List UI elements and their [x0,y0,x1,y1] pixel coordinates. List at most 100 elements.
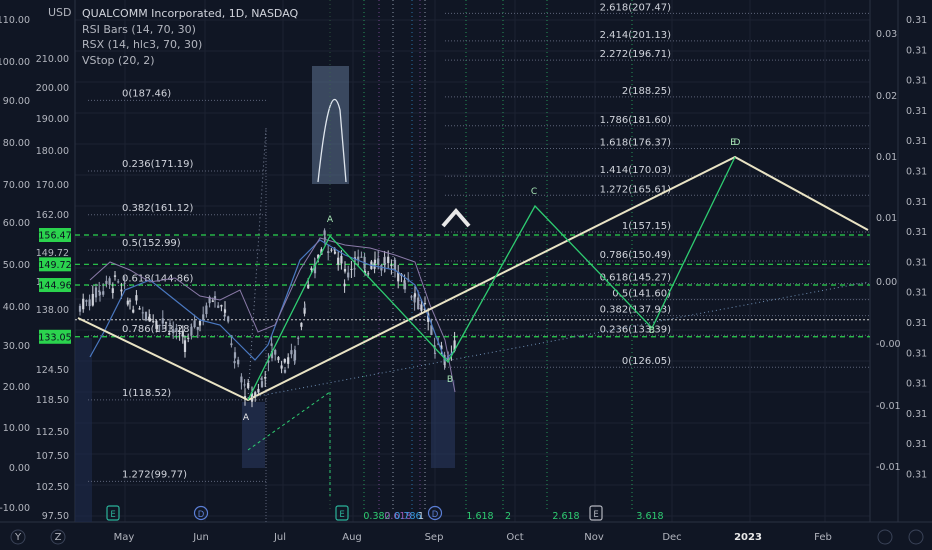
candle-body [360,256,363,258]
indicator-rsx[interactable]: RSX (14, hlc3, 70, 30) [82,38,203,51]
candle-body [88,299,91,307]
candle-body [393,259,397,271]
price-tag [39,278,71,293]
candle-body [267,360,270,363]
right-extra-tick: 0.31 [906,348,927,359]
fib-level-label: 0.236(171.19) [122,159,194,170]
candle-body [357,256,360,261]
candle-body [440,345,443,350]
price-axis-tick: 97.50 [42,511,69,522]
candle-body [303,307,306,314]
candle-body [433,352,437,354]
candle-body [94,287,98,298]
candle-body [230,343,233,346]
indicator-axis-tick: 50.00 [3,260,30,271]
indicator-axis-tick: 0.00 [9,463,30,474]
event-marker-label: E [110,510,115,520]
candle-body [390,264,393,267]
candle-body [283,369,287,373]
price-axis-tick: 210.00 [36,54,69,65]
fib-ext-label: 0.618(145.27) [600,273,672,284]
candle-body [172,329,175,334]
sine-wave-curve [317,98,347,183]
candle-body [155,320,158,329]
indicator-axis-tick: 20.00 [3,382,30,393]
price-axis-tick: 200.00 [36,83,69,94]
event-marker-dividend-icon [193,505,209,521]
time-axis-tick: Dec [662,532,681,543]
candle-body [423,303,427,305]
event-marker-label: D [432,510,439,520]
candle-body [430,325,433,335]
indicator-rsi-bars[interactable]: RSI Bars (14, 70, 30) [82,22,196,36]
candle-body [233,352,237,358]
price-tag [39,228,71,242]
candle-body [152,321,155,323]
price-axis-tick: 107.50 [36,451,69,462]
candle-body [323,230,326,236]
right-extra-tick: 0.31 [906,470,927,481]
candle-body [181,330,184,337]
fib-ext-label: 1.786(181.60) [600,115,672,126]
event-marker-dividend-icon [427,505,443,521]
candle-body [363,270,367,274]
price-axis-tick: 180.00 [36,146,69,157]
candle-body [283,359,286,363]
candle-body [264,376,267,379]
right-extra-tick: 0.31 [906,439,927,450]
price-axis-tick: 190.00 [36,114,69,125]
fib-ext-label: 0.786(150.49) [600,250,672,261]
right-extra-tick: 0.31 [906,227,927,238]
candle-body [82,298,85,310]
candle-body [377,258,380,265]
chart-title: QUALCOMM Incorporated, 1D, NASDAQ [82,7,299,20]
candle-body [277,357,280,361]
candle-body [161,318,164,324]
fib-ext-label: 2.414(201.13) [600,30,672,41]
time-axis-tick: Jul [273,532,286,543]
currency-label: USD [48,6,72,19]
candle-body [343,268,347,272]
fib-ext-label: 1.272(165.61) [600,184,672,195]
candle-body [198,320,202,326]
candle-body [223,309,227,313]
wave-label: D [734,138,741,148]
wave-label: B [447,375,453,385]
candle-body [307,284,310,289]
elliott-zigzag [247,156,736,401]
candle-body [217,305,220,308]
indicator-vstop[interactable]: VStop (20, 2) [82,53,155,67]
indicator-axis-tick: 110.00 [0,15,30,26]
candle-body [141,312,144,314]
candle-body [168,333,171,335]
right-extra-tick: 0.31 [906,45,927,56]
candle-body [202,314,205,321]
indicator-axis-tick: 80.00 [3,138,30,149]
fib-ext-label: 2.618(207.47) [600,2,672,13]
candle-body [111,288,114,294]
fib-time-label: 2 [505,511,511,522]
indicator-axis-tick: 90.00 [3,96,30,107]
candle-body [220,304,223,307]
fib-level-label: 1(118.52) [122,388,171,399]
candle-body [113,275,117,277]
right-indicator-tick: 0.00 [876,277,897,288]
candle-body [237,359,240,365]
chart-legend: QUALCOMM Incorporated, 1D, NASDAQ RSI Ba… [82,6,298,68]
time-axis-tick: Oct [506,532,523,543]
candle-body [303,308,307,310]
fib-ext-label: 0(126.05) [622,356,671,367]
candle-body [164,322,168,324]
candle-body [132,309,135,313]
candle-body [105,280,108,284]
right-indicator-tick: 0.01 [876,213,897,224]
candle-body [138,308,141,310]
candle-body [240,376,243,383]
indicator-axis-tick: 10.00 [3,423,30,434]
price-tag [39,257,71,272]
trend-zigzag [77,155,869,402]
fib-ext-label: 1.618(176.37) [600,138,672,149]
right-extra-tick: 0.31 [906,15,927,26]
